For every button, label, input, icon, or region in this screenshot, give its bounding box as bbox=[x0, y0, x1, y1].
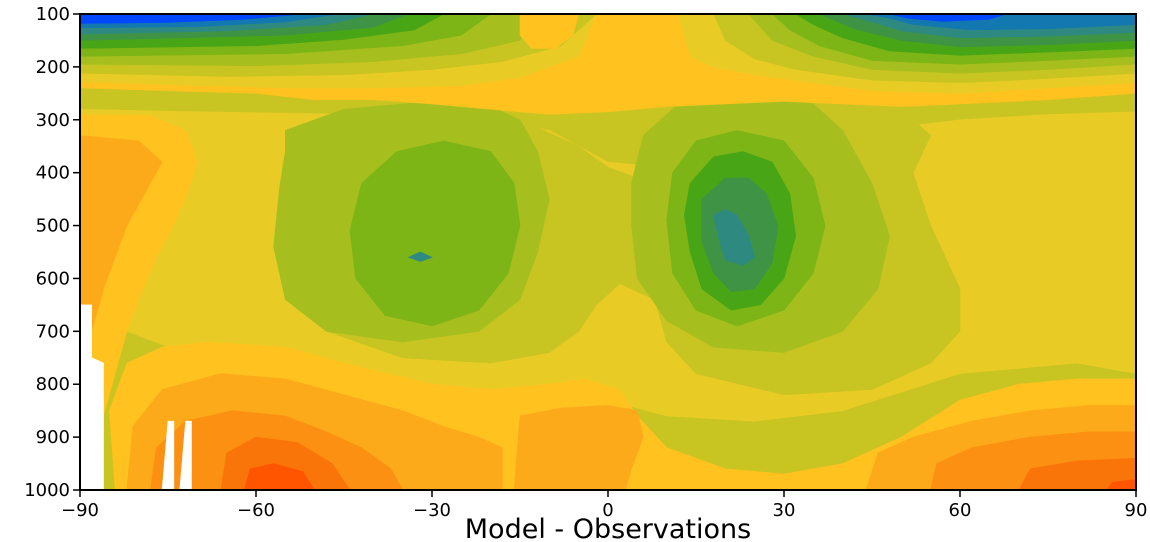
contour-region-u11-0 bbox=[519, 14, 580, 49]
y-tick-label: 600 bbox=[36, 268, 70, 289]
contour-region-gap1-2 bbox=[179, 420, 192, 490]
x-tick-label: 60 bbox=[949, 500, 972, 521]
x-tick-label: 30 bbox=[773, 500, 796, 521]
contour-region-l7-1 bbox=[407, 251, 433, 262]
contour-region-w6-1 bbox=[1018, 457, 1136, 490]
contour-region-w7-1 bbox=[1106, 479, 1136, 490]
x-tick-label: 90 bbox=[1125, 500, 1148, 521]
contour-region-w4-1 bbox=[513, 405, 644, 490]
y-tick-label: 400 bbox=[36, 163, 70, 184]
x-axis: −90 −60 −30 0 30 60 90 bbox=[61, 490, 1147, 521]
y-tick-label: 300 bbox=[36, 110, 70, 131]
contour-region-u10-0 bbox=[80, 14, 303, 24]
x-tick-label: −90 bbox=[61, 500, 99, 521]
y-tick-label: 1000 bbox=[24, 480, 70, 501]
x-tick-label: 0 bbox=[602, 500, 613, 521]
y-tick-label: 500 bbox=[36, 216, 70, 237]
y-tick-label: 800 bbox=[36, 374, 70, 395]
contour-region-l7-0 bbox=[713, 209, 756, 266]
y-tick-label: 200 bbox=[36, 57, 70, 78]
x-tick-label: −60 bbox=[237, 500, 275, 521]
contour-region-u10-1 bbox=[889, 14, 1007, 22]
chart-caption: Model - Observations bbox=[465, 514, 751, 542]
contour-region-gap1-1 bbox=[161, 420, 175, 490]
y-tick-label: 100 bbox=[36, 4, 70, 25]
y-tick-label: 900 bbox=[36, 427, 70, 448]
y-tick-label: 700 bbox=[36, 321, 70, 342]
contour-region-w7-0 bbox=[243, 463, 316, 490]
contour-layer bbox=[80, 14, 1136, 490]
contour-region-gap1-0 bbox=[80, 304, 104, 490]
y-axis: 100 200 300 400 500 600 700 800 900 1000 bbox=[24, 4, 80, 501]
contour-region-l4-0 bbox=[349, 140, 521, 327]
x-tick-label: −30 bbox=[413, 500, 451, 521]
